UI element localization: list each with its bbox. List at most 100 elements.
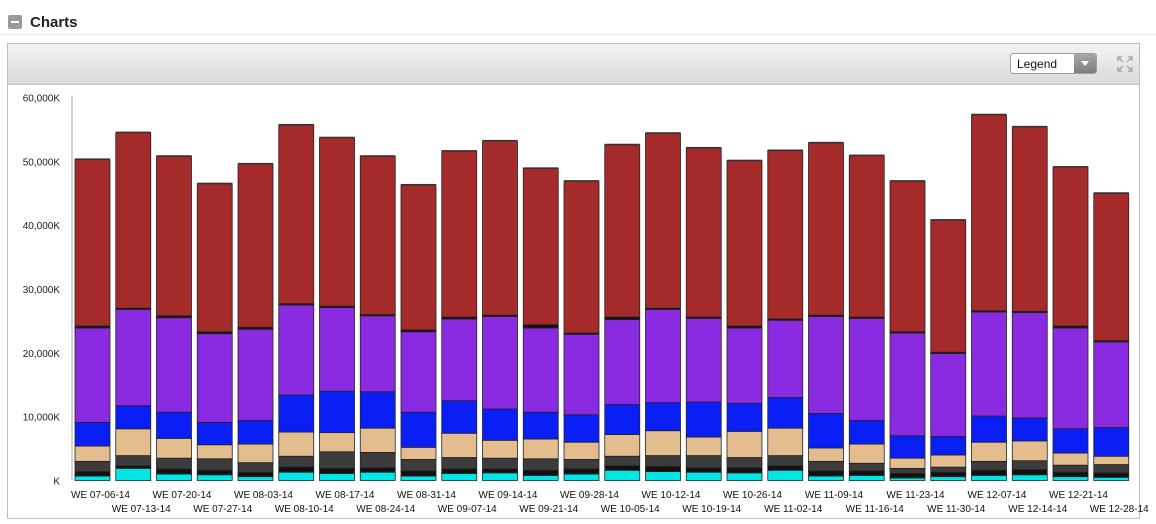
x-tick-label: WE 10-05-14 bbox=[601, 504, 660, 515]
bar-segment bbox=[400, 475, 437, 481]
x-tick-label: WE 12-14-14 bbox=[1008, 504, 1067, 515]
bar-top-cap bbox=[767, 149, 803, 152]
bar-top-cap bbox=[727, 159, 762, 162]
bar-top-cap bbox=[523, 167, 559, 169]
expand-icon[interactable] bbox=[1117, 56, 1133, 72]
bar-segment bbox=[115, 132, 152, 309]
bar-segment bbox=[767, 469, 804, 481]
x-tick-label: WE 10-12-14 bbox=[642, 490, 701, 501]
bar-segment bbox=[196, 474, 233, 481]
dropdown-button[interactable] bbox=[1074, 54, 1096, 73]
bar-segment bbox=[1052, 327, 1089, 430]
bar-segment bbox=[930, 476, 967, 481]
bar-segment bbox=[441, 473, 478, 481]
bar-segment bbox=[1011, 469, 1048, 476]
bar-segment bbox=[1093, 427, 1130, 457]
x-tick-label: WE 09-21-14 bbox=[519, 504, 578, 515]
bar-segment bbox=[156, 437, 192, 459]
bar-segment bbox=[319, 390, 355, 434]
x-tick-label: WE 11-23-14 bbox=[886, 490, 945, 501]
x-tick-label: WE 07-06-14 bbox=[71, 490, 130, 501]
y-tick-label: 60,000K bbox=[23, 94, 61, 105]
x-tick-label: WE 07-27-14 bbox=[193, 504, 252, 515]
bar-segment bbox=[115, 309, 152, 407]
bar-segment bbox=[237, 328, 274, 421]
bar-segment bbox=[971, 474, 1007, 481]
bar-segment bbox=[522, 167, 559, 326]
bar-segment bbox=[482, 457, 518, 470]
bar-segment bbox=[482, 468, 518, 474]
bar-segment bbox=[522, 324, 559, 329]
bar-segment bbox=[278, 466, 315, 473]
bar-segment bbox=[645, 430, 681, 457]
bar-top-cap bbox=[564, 180, 599, 182]
section-title: Charts bbox=[30, 13, 78, 31]
bar-segment bbox=[604, 455, 641, 467]
bar-segment bbox=[1052, 476, 1089, 481]
bar-segment bbox=[319, 307, 355, 392]
bar-segment bbox=[400, 459, 437, 472]
bar-segment bbox=[1011, 417, 1048, 442]
bar-segment bbox=[645, 402, 681, 432]
y-tick-label: K bbox=[53, 477, 60, 488]
x-tick-label: WE 08-10-14 bbox=[275, 504, 334, 515]
bar-segment bbox=[522, 438, 559, 460]
bar-segment bbox=[74, 460, 111, 472]
bar-segment bbox=[726, 430, 763, 458]
bar-segment bbox=[685, 455, 722, 469]
bar-segment bbox=[482, 439, 518, 459]
x-tick-label: WE 12-28-14 bbox=[1090, 504, 1149, 515]
bar-top-cap bbox=[197, 182, 233, 185]
x-tick-label: WE 10-26-14 bbox=[723, 490, 782, 501]
x-tick-label: WE 11-30-14 bbox=[927, 504, 986, 515]
bar-segment bbox=[359, 391, 396, 429]
bar-segment bbox=[359, 471, 396, 481]
x-tick-label: WE 09-14-14 bbox=[479, 490, 538, 501]
collapse-button[interactable] bbox=[8, 15, 22, 29]
bar-segment bbox=[930, 471, 967, 478]
bar-segment bbox=[1093, 472, 1130, 478]
bar-segment bbox=[808, 460, 844, 472]
bar-segment bbox=[522, 474, 559, 481]
bar-top-cap bbox=[645, 132, 681, 134]
bar-top-cap bbox=[75, 158, 110, 161]
bar-segment bbox=[115, 428, 152, 457]
x-tick-label: WE 09-07-14 bbox=[438, 504, 497, 515]
legend-dropdown[interactable]: Legend bbox=[1010, 53, 1097, 74]
bar-segment bbox=[767, 319, 804, 398]
bar-top-cap bbox=[278, 123, 314, 126]
bar-segment bbox=[971, 441, 1007, 462]
section-header: Charts bbox=[8, 10, 78, 34]
bar-segment bbox=[604, 404, 641, 435]
bar-segment bbox=[237, 420, 274, 445]
bar-segment bbox=[604, 319, 641, 405]
x-tick-label: WE 08-03-14 bbox=[234, 490, 293, 501]
bar-segment bbox=[1052, 452, 1089, 466]
bar-segment bbox=[482, 472, 518, 481]
bar-top-cap bbox=[1053, 166, 1088, 168]
bar-segment bbox=[889, 457, 926, 469]
bar-segment bbox=[848, 474, 885, 481]
bar-segment bbox=[115, 405, 152, 430]
x-tick-label: WE 08-31-14 bbox=[397, 490, 456, 501]
bar-top-cap bbox=[482, 139, 518, 142]
x-tick-label: WE 12-21-14 bbox=[1049, 490, 1108, 501]
bar-segment bbox=[482, 140, 518, 316]
bar-segment bbox=[726, 472, 763, 481]
bar-segment bbox=[359, 452, 396, 469]
bar-segment bbox=[685, 317, 722, 403]
bar-segment bbox=[237, 163, 274, 328]
bar-segment bbox=[808, 413, 844, 449]
bar-segment bbox=[1093, 341, 1130, 428]
bar-segment bbox=[359, 467, 396, 473]
bar-segment bbox=[74, 445, 111, 462]
bar-segment bbox=[767, 427, 804, 457]
x-tick-label: WE 11-02-14 bbox=[764, 504, 823, 515]
bar-segment bbox=[563, 333, 600, 416]
bar-segment bbox=[522, 469, 559, 476]
bar-segment bbox=[645, 132, 681, 309]
x-tick-label: WE 07-13-14 bbox=[112, 504, 171, 515]
bar-segment bbox=[1052, 166, 1089, 327]
x-tick-label: WE 07-20-14 bbox=[153, 490, 212, 501]
bar-segment bbox=[1093, 464, 1130, 474]
